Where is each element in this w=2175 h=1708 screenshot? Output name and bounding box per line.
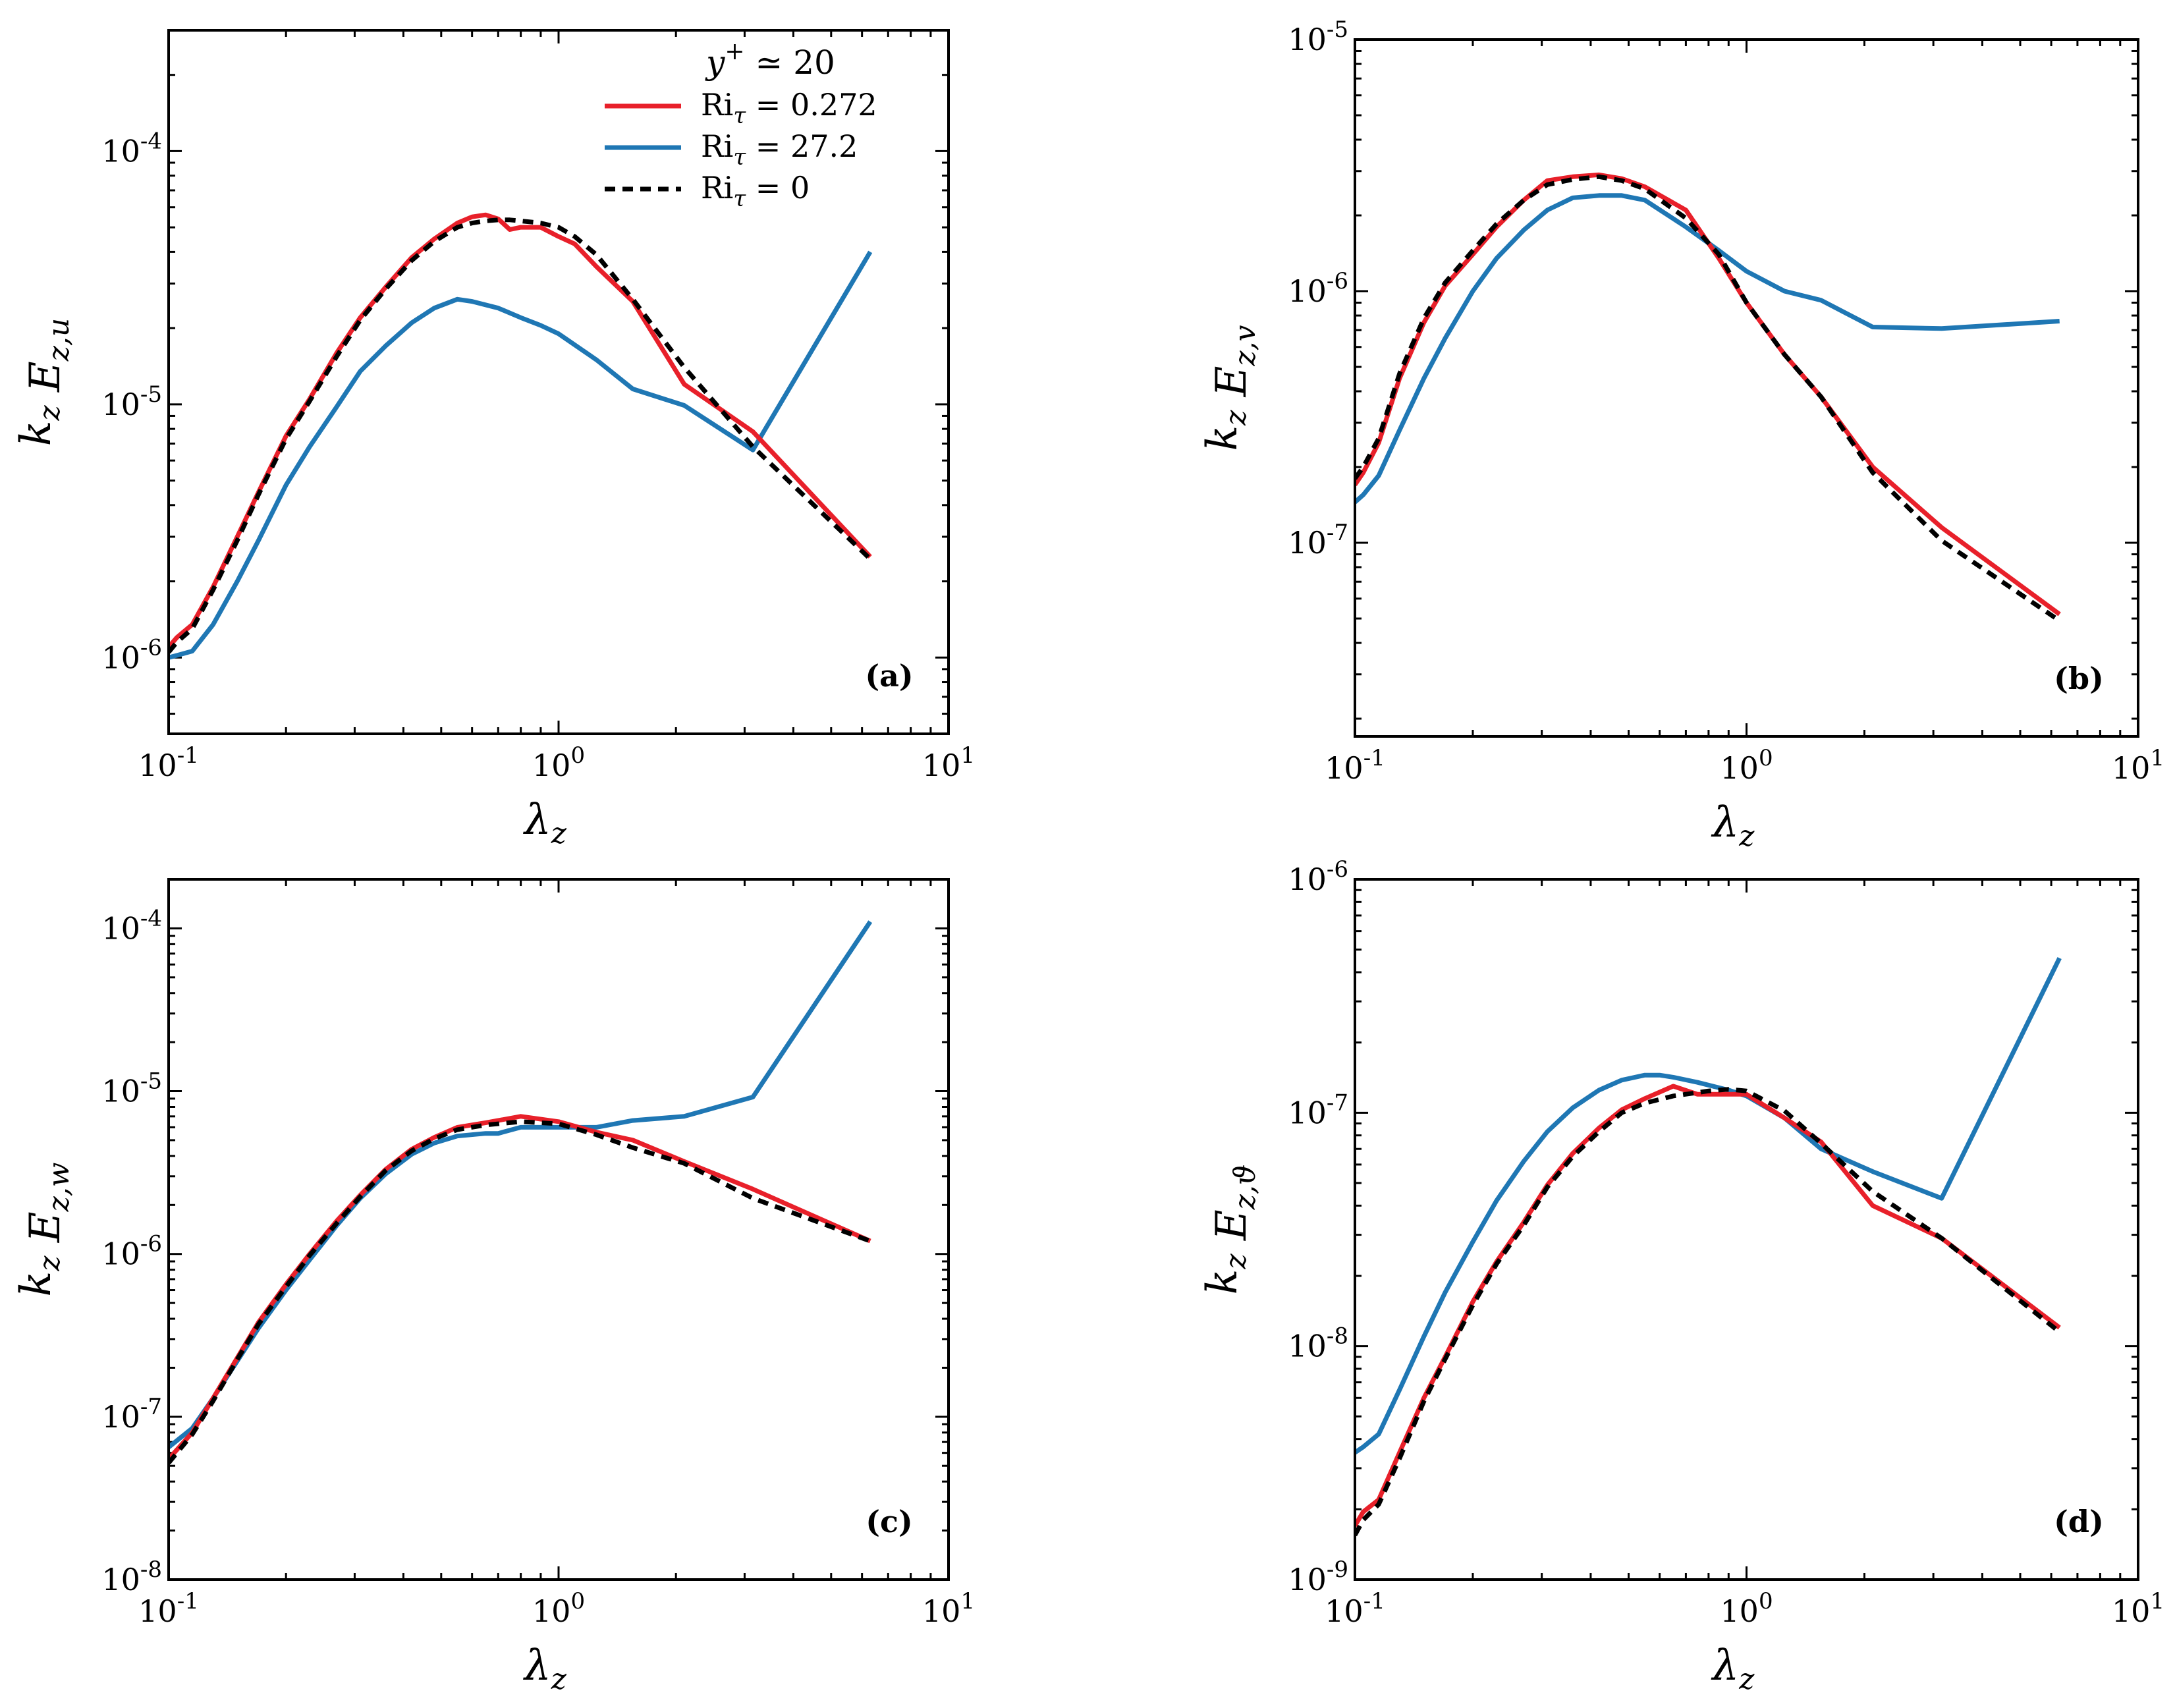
series-group-d [1355,956,2062,1537]
panel-c: 10-1 100 101 10-8 10-7 10-6 10-5 10-4 (c) λz kz Ez… [12,878,975,1696]
x-axis-label: λz [522,1641,567,1696]
x-tick-label: 10-1 [1325,1588,1385,1629]
panel-label: (a) [865,658,913,694]
x-axis-label: λz [1711,1641,1755,1696]
y-tick-label: 10-7 [1288,1089,1348,1130]
plot-frame [1354,878,2139,1581]
y-tick-label: 10-6 [1288,856,1348,897]
panel-label: (d) [2054,1504,2104,1539]
plot-frame [1354,38,2139,738]
y-tick-label: 10-8 [1288,1323,1348,1364]
ticks-c [167,879,950,1581]
series-line-ri-272 [1355,956,2062,1455]
y-axis-label: kz Ez,ϑ [1198,1165,1262,1295]
x-tick-label: 101 [2112,1588,2164,1629]
x-axis-label: λz [1711,798,1755,853]
series-line-ri-0272 [1355,1084,2061,1528]
series-line-ri-0 [1355,174,2061,623]
y-tick-label: 10-6 [1288,268,1348,309]
ticks-d [1354,878,2139,1581]
series-group-b [1355,172,2061,623]
series-line-ri-0272 [169,1114,871,1461]
y-tick-label: 10-8 [101,1556,162,1597]
x-tick-label: 100 [1720,745,1773,786]
y-tick-label: 10-5 [101,1068,162,1109]
x-tick-label: 100 [532,742,585,783]
panel-a: 10-1 100 101 10-6 10-5 10-4 (a) λz kz Ez,u y+ ≃ 2… [12,29,975,850]
y-tick-label: 10-6 [101,1231,162,1272]
series-group-c [169,920,873,1465]
series-line-ri-272 [169,250,873,660]
panel-b: 10-1 100 101 10-7 10-6 10-5 (b) λz kz Ez,v [1198,16,2164,853]
series-line-ri-272 [169,920,873,1449]
x-tick-label: 101 [2112,745,2164,786]
y-tick-label: 10-4 [101,905,162,946]
series-line-ri-272 [1355,193,2060,505]
series-group-a [169,212,873,660]
y-tick-label: 10-6 [101,634,162,675]
legend-title: y+ ≃ 20 [705,38,835,82]
y-tick-label: 10-5 [1288,16,1348,57]
y-tick-label: 10-4 [101,128,162,169]
series-line-ri-0 [1355,1087,2061,1537]
x-axis-label: λz [522,796,567,850]
panel-label: (b) [2054,661,2104,696]
panel-d: 10-1 100 101 10-9 10-8 10-7 10-6 (d) λz kz Ez,ϑ [1198,856,2164,1696]
y-axis-label: kz Ez,w [12,1163,76,1297]
y-tick-label: 10-7 [101,1394,162,1435]
legend-entry-label: Riτ = 0.272 [701,87,877,129]
x-tick-label: 101 [922,742,975,783]
plot-frame [167,29,950,735]
y-tick-label: 10-7 [1288,520,1348,561]
panel-label: (c) [866,1504,913,1539]
x-tick-label: 10-1 [138,1588,199,1629]
ticks-b [1354,38,2139,736]
legend-entry-label: Riτ = 27.2 [701,128,858,171]
y-tick-label: 10-9 [1288,1556,1348,1597]
x-tick-label: 100 [532,1588,585,1629]
legend-entry-label: Riτ = 0 [701,170,810,212]
x-tick-label: 100 [1720,1588,1773,1629]
x-tick-label: 101 [922,1588,975,1629]
y-tick-label: 10-5 [101,381,162,422]
series-line-ri-0 [169,217,872,654]
y-axis-label: kz Ez,v [1198,325,1262,451]
x-tick-label: 10-1 [138,742,199,783]
series-line-ri-0 [169,1119,871,1465]
y-axis-label: kz Ez,u [12,318,76,447]
x-tick-label: 10-1 [1325,745,1385,786]
plot-frame [167,878,950,1581]
